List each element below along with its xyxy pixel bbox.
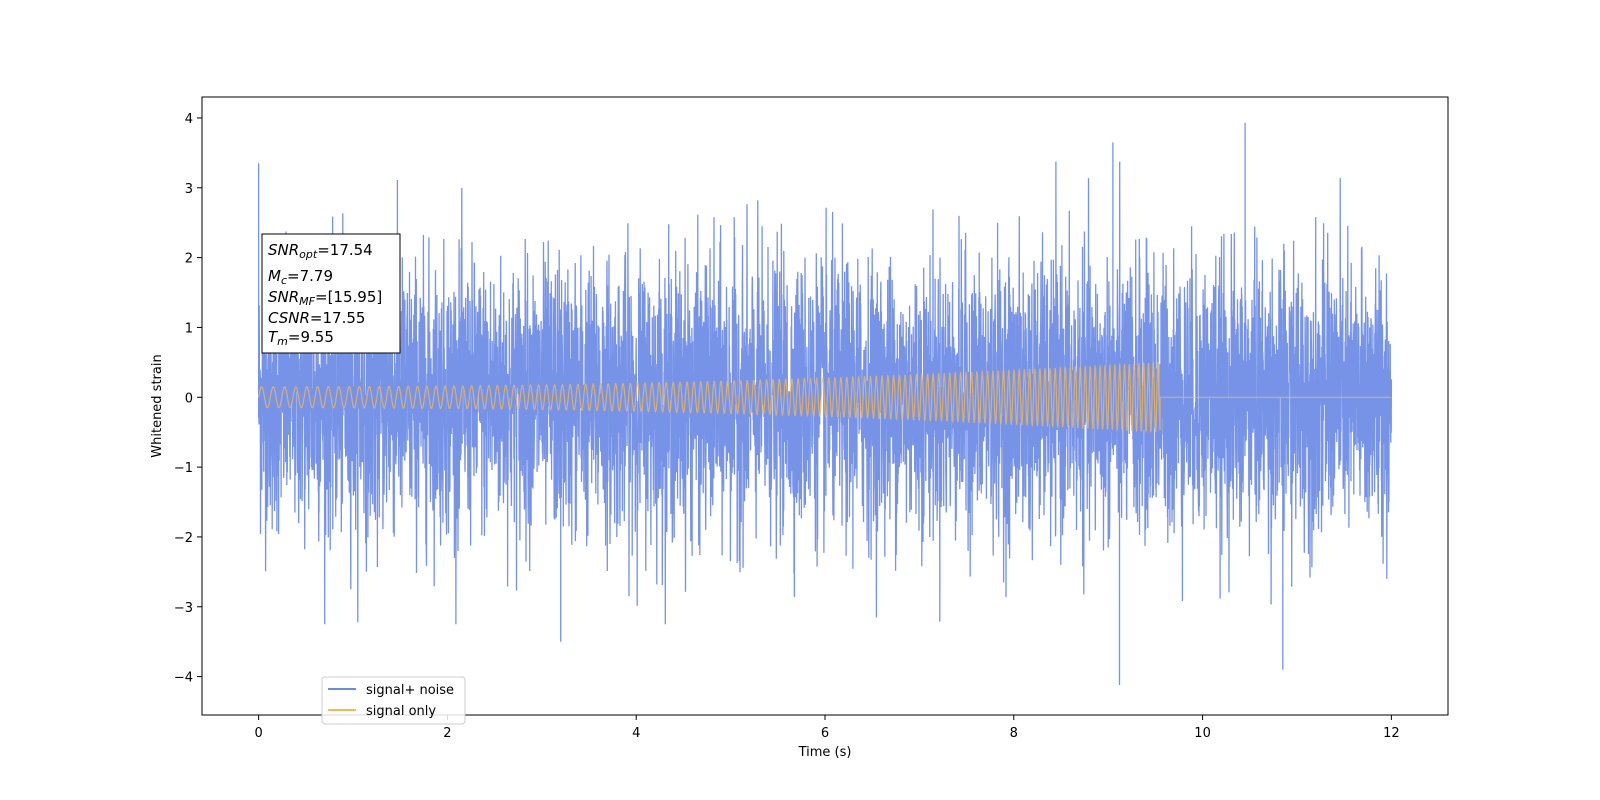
y-tick-label: 2	[185, 252, 193, 267]
y-tick-label: −3	[174, 601, 193, 616]
annotation-frame	[261, 233, 401, 354]
annotation-box: SNRopt=17.54 Mc=7.79SNRMF=[15.95]CSNR=17.…	[261, 233, 401, 354]
series-line-signal-only	[258, 361, 1392, 433]
annotation-line: Mc=7.79	[268, 267, 333, 287]
x-tick-label: 6	[821, 726, 829, 741]
y-tick-label: 4	[185, 112, 193, 127]
y-axis-label: Whitened strain	[150, 354, 165, 457]
legend-label-signal-only: signal only	[366, 704, 436, 719]
x-axis-ticks: 0 2 4 6 8 10 12	[254, 715, 1400, 741]
annotation-line: SNRopt=17.54	[268, 241, 373, 261]
annotation-line: SNRMF=[15.95]	[268, 288, 382, 308]
x-tick-label: 12	[1383, 726, 1400, 741]
y-tick-label: −1	[174, 461, 193, 476]
annotation-line: CSNR=17.55	[268, 309, 365, 327]
x-tick-label: 10	[1194, 726, 1211, 741]
series-line-signal-noise	[257, 122, 1393, 685]
legend-label-signal-noise: signal+ noise	[366, 683, 454, 698]
legend: signal+ noise signal only	[321, 676, 466, 725]
legend-frame	[321, 676, 466, 725]
x-tick-label: 8	[1010, 726, 1018, 741]
y-tick-label: −4	[174, 671, 193, 686]
annotation-line: Tm=9.55	[268, 328, 334, 348]
x-axis-label: Time (s)	[798, 745, 852, 760]
y-axis-ticks: −4 −3 −2 −1 0 1 2 3 4	[174, 112, 202, 686]
y-tick-label: 0	[185, 391, 193, 406]
plot-area	[201, 96, 1449, 716]
x-tick-label: 4	[632, 726, 640, 741]
y-tick-label: 1	[185, 321, 193, 336]
x-tick-label: 0	[254, 726, 262, 741]
y-tick-label: −2	[174, 531, 193, 546]
y-tick-label: 3	[185, 182, 193, 197]
x-tick-label: 2	[443, 726, 451, 741]
